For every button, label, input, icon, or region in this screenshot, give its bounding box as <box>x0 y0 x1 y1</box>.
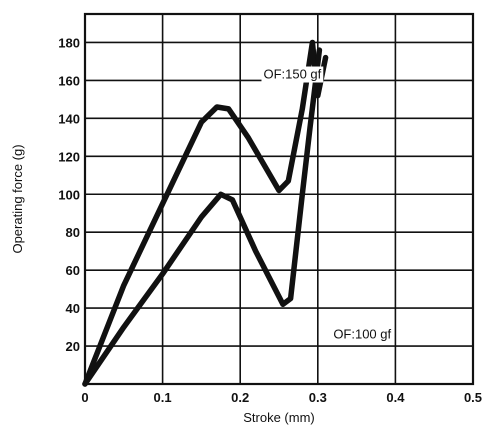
y-tick-label: 40 <box>66 301 80 316</box>
series-annotation: OF:150 gf <box>263 67 321 82</box>
y-tick-label: 60 <box>66 263 80 278</box>
y-tick-label: 140 <box>58 111 80 126</box>
y-tick-label: 120 <box>58 149 80 164</box>
plot-frame <box>83 12 475 386</box>
series-annotation: OF:100 gf <box>333 326 391 341</box>
annotation-background <box>261 66 324 83</box>
x-axis-title: Stroke (mm) <box>243 410 315 425</box>
x-tick-label: 0.1 <box>154 390 172 405</box>
y-tick-label: 80 <box>66 225 80 240</box>
annotation-background <box>331 326 394 343</box>
y-tick-label: 100 <box>58 187 80 202</box>
x-tick-label: 0 <box>81 390 88 405</box>
x-tick-label: 0.4 <box>386 390 405 405</box>
x-tick-label: 0.2 <box>231 390 249 405</box>
x-tick-label: 0.3 <box>309 390 327 405</box>
x-tick-labels: 0 0.1 0.2 0.3 0.4 0.5 <box>81 390 482 405</box>
y-tick-label: 20 <box>66 339 80 354</box>
annotations: OF:150 gf OF:100 gf <box>261 66 394 343</box>
y-axis-title: Operating force (g) <box>10 144 25 253</box>
y-tick-label: 160 <box>58 73 80 88</box>
y-tick-labels: 20 40 60 80 100 120 140 160 180 <box>58 35 80 354</box>
y-tick-label: 180 <box>58 35 80 50</box>
curves <box>82 39 329 387</box>
series-line-of-100gf <box>82 47 323 387</box>
x-tick-label: 0.5 <box>464 390 482 405</box>
series-line-of-150gf <box>82 39 329 387</box>
